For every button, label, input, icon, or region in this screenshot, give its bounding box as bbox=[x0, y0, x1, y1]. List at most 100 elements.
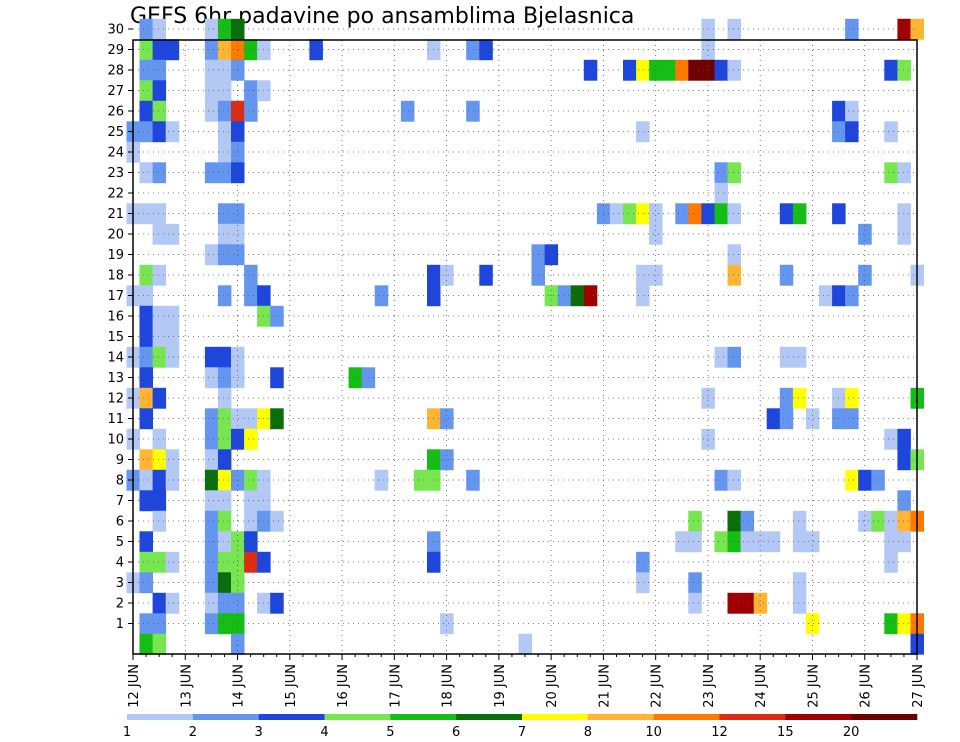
heatmap-cell bbox=[819, 285, 833, 307]
heatmap-cell bbox=[204, 592, 219, 614]
heatmap-cell bbox=[714, 182, 728, 204]
heatmap-cell bbox=[884, 531, 898, 553]
heatmap-cell bbox=[152, 490, 167, 512]
heatmap-cell bbox=[884, 162, 898, 184]
colorbar-label: 10 bbox=[645, 725, 662, 740]
heatmap-cell bbox=[400, 100, 415, 122]
heatmap-cell bbox=[897, 162, 911, 184]
heatmap-cell bbox=[688, 592, 702, 614]
heatmap-cell bbox=[270, 510, 284, 532]
y-tick-label: 28 bbox=[107, 64, 124, 79]
colorbar-label: 12 bbox=[711, 725, 728, 740]
y-tick-label: 7 bbox=[116, 494, 124, 509]
heatmap-cell bbox=[165, 305, 180, 327]
heatmap-cell bbox=[792, 592, 807, 614]
heatmap-cell bbox=[544, 244, 559, 266]
x-tick-label: 14 JUN bbox=[232, 664, 247, 708]
heatmap-cell bbox=[165, 592, 180, 614]
heatmap-cell bbox=[779, 346, 794, 368]
heatmap-cell bbox=[231, 613, 245, 635]
heatmap-cell bbox=[139, 80, 153, 102]
heatmap-cell bbox=[204, 531, 219, 553]
heatmap-cell bbox=[217, 572, 232, 594]
heatmap-cell bbox=[897, 203, 911, 225]
heatmap-cell bbox=[727, 592, 741, 614]
heatmap-cell bbox=[244, 285, 258, 307]
y-tick-label: 8 bbox=[116, 474, 124, 489]
heatmap-cell bbox=[217, 449, 232, 471]
heatmap-cell bbox=[688, 531, 702, 553]
x-tick-label: 12 JUN bbox=[127, 664, 142, 708]
heatmap-cell bbox=[204, 367, 219, 389]
heatmap-cell bbox=[217, 531, 232, 553]
heatmap-cell bbox=[845, 387, 859, 409]
heatmap-cell bbox=[231, 203, 245, 225]
x-tick-label: 17 JUN bbox=[388, 664, 403, 708]
heatmap-cell bbox=[204, 572, 219, 594]
heatmap-cell bbox=[139, 326, 153, 348]
heatmap-cell bbox=[217, 469, 232, 491]
heatmap-cell bbox=[244, 39, 258, 61]
heatmap-cell bbox=[152, 100, 167, 122]
heatmap-cell bbox=[244, 531, 258, 553]
heatmap-cell bbox=[244, 80, 258, 102]
heatmap-cell bbox=[348, 367, 363, 389]
heatmap-cell bbox=[714, 59, 728, 81]
y-tick-label: 26 bbox=[107, 105, 124, 120]
y-tick-label: 16 bbox=[107, 310, 124, 325]
colorbar-label: 6 bbox=[452, 725, 460, 740]
heatmap-cell bbox=[152, 162, 167, 184]
heatmap-cell bbox=[204, 551, 219, 573]
heatmap-cell bbox=[779, 203, 794, 225]
heatmap-cell bbox=[204, 100, 219, 122]
heatmap-cell bbox=[845, 121, 859, 143]
heatmap-cell bbox=[466, 39, 480, 61]
heatmap-cell bbox=[884, 59, 898, 81]
heatmap-cell bbox=[231, 592, 245, 614]
heatmap-cell bbox=[139, 121, 153, 143]
heatmap-cell bbox=[165, 39, 180, 61]
heatmap-cell bbox=[858, 510, 872, 532]
heatmap-cell bbox=[714, 531, 728, 553]
heatmap-cell bbox=[231, 244, 245, 266]
heatmap-cell bbox=[204, 244, 219, 266]
x-tick-label: 24 JUN bbox=[754, 664, 769, 708]
heatmap-cell bbox=[270, 592, 284, 614]
y-tick-label: 5 bbox=[116, 535, 124, 550]
heatmap-cell bbox=[217, 367, 232, 389]
y-tick-label: 10 bbox=[107, 433, 124, 448]
heatmap-cell bbox=[792, 203, 807, 225]
heatmap-cell bbox=[244, 551, 258, 573]
heatmap-cell bbox=[792, 510, 807, 532]
heatmap-cell bbox=[139, 18, 153, 40]
heatmap-cell bbox=[897, 510, 911, 532]
heatmap-cell bbox=[884, 121, 898, 143]
heatmap-cell bbox=[152, 18, 167, 40]
y-tick-label: 24 bbox=[107, 146, 124, 161]
colorbar-label: 20 bbox=[843, 725, 860, 740]
heatmap-cell bbox=[139, 469, 153, 491]
heatmap-cell bbox=[688, 572, 702, 594]
x-tick-label: 18 JUN bbox=[441, 664, 456, 708]
colorbar-segment bbox=[456, 714, 523, 720]
heatmap-cell bbox=[779, 387, 794, 409]
heatmap-cell bbox=[309, 39, 323, 61]
colorbar-segment bbox=[785, 714, 852, 720]
heatmap-cell bbox=[152, 264, 167, 286]
heatmap-cell bbox=[217, 613, 232, 635]
heatmap-cell bbox=[139, 387, 153, 409]
heatmap-cell bbox=[139, 367, 153, 389]
heatmap-cell bbox=[217, 223, 232, 245]
heatmap-cell bbox=[792, 572, 807, 594]
heatmap-cell bbox=[688, 510, 702, 532]
heatmap-cell bbox=[231, 223, 245, 245]
heatmap-cell bbox=[217, 141, 232, 163]
heatmap-cell bbox=[440, 408, 454, 430]
heatmap-cell bbox=[217, 18, 232, 40]
heatmap-cell bbox=[440, 613, 454, 635]
heatmap-cell bbox=[466, 100, 480, 122]
heatmap-cell bbox=[714, 203, 728, 225]
heatmap-cell bbox=[152, 59, 167, 81]
heatmap-cell bbox=[845, 285, 859, 307]
colorbar-label: 15 bbox=[777, 725, 794, 740]
